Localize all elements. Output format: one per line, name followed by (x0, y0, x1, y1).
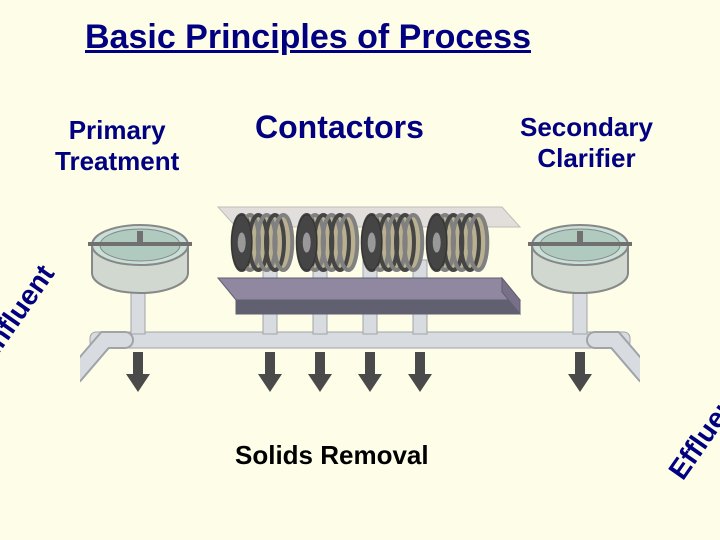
contactors-label: Contactors (255, 108, 424, 146)
page-title: Basic Principles of Process (85, 18, 531, 57)
solids-removal-label: Solids Removal (235, 440, 429, 471)
influent-label: Influent (0, 259, 61, 360)
process-diagram (80, 165, 640, 415)
effluent-label: Effluent (662, 382, 720, 486)
